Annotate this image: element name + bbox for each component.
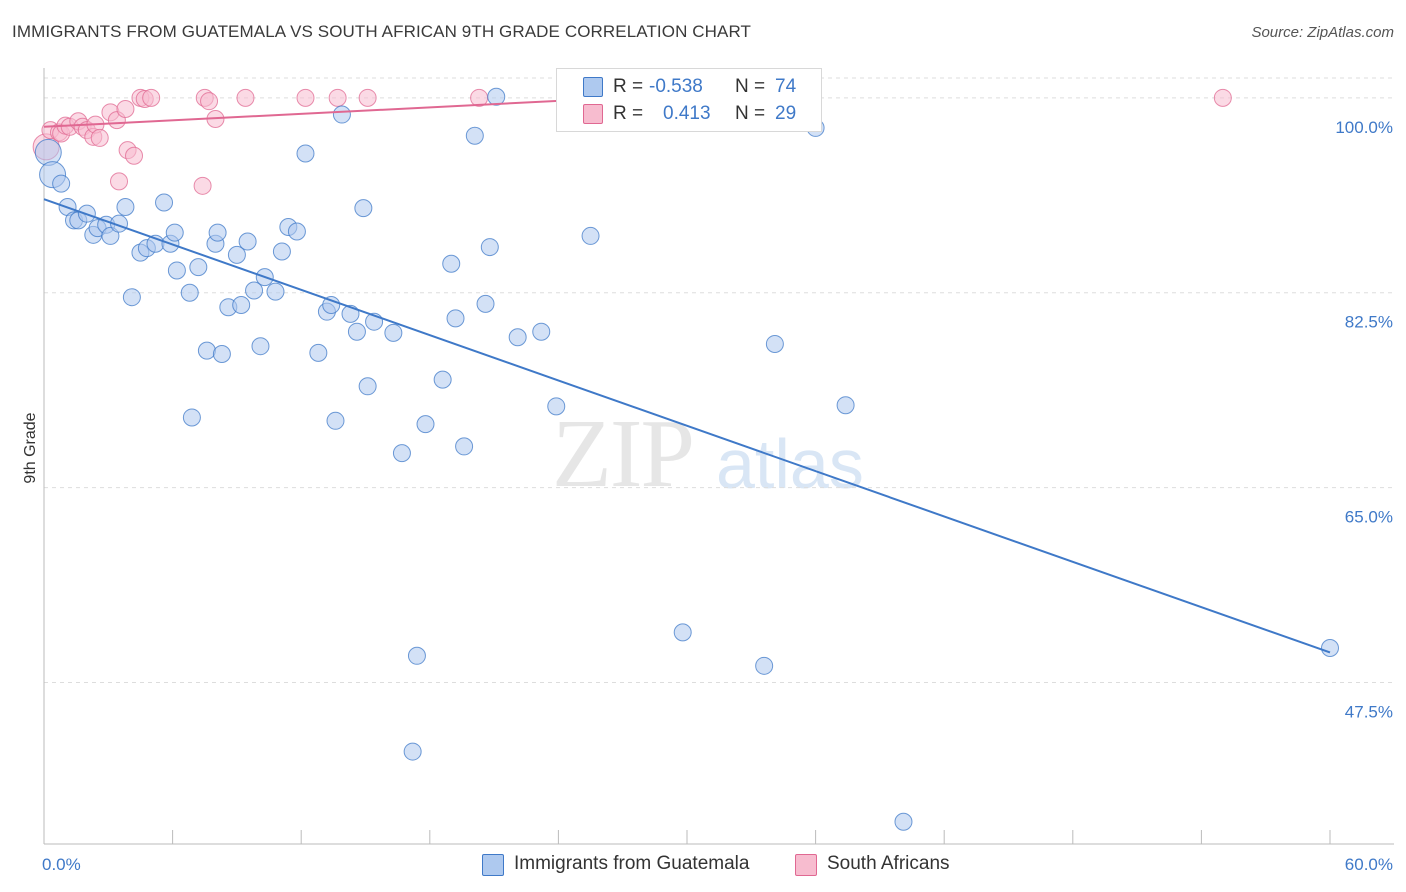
point-guatemala: [326, 411, 345, 430]
point-guatemala: [189, 258, 208, 277]
point-guatemala: [433, 370, 452, 389]
point-south-africans: [193, 176, 212, 195]
watermark-zip: ZIP: [552, 400, 695, 508]
point-guatemala: [836, 396, 855, 415]
point-guatemala: [245, 281, 264, 300]
point-guatemala: [296, 144, 315, 163]
point-guatemala: [455, 437, 474, 456]
legend-n-label: N =: [735, 103, 766, 124]
point-south-africans: [296, 88, 315, 107]
point-guatemala: [101, 226, 120, 245]
point-guatemala: [165, 223, 184, 242]
point-guatemala: [266, 282, 285, 301]
y-tick-label: 82.5%: [1345, 313, 1393, 332]
point-guatemala: [34, 138, 62, 166]
point-guatemala: [407, 646, 426, 665]
point-guatemala: [508, 328, 527, 347]
point-guatemala: [416, 415, 435, 434]
point-guatemala: [251, 337, 270, 356]
y-tick-label: 47.5%: [1345, 703, 1393, 722]
trend-lines: [43, 90, 1331, 654]
source-label: Source: ZipAtlas.com: [1251, 24, 1394, 41]
point-south-africans: [110, 172, 129, 191]
point-south-africans: [328, 88, 347, 107]
point-guatemala: [581, 226, 600, 245]
trend-line-guatemala: [43, 198, 1331, 654]
point-guatemala: [197, 341, 216, 360]
point-guatemala: [384, 323, 403, 342]
point-guatemala: [208, 223, 227, 242]
point-guatemala: [354, 199, 373, 218]
axes: [43, 68, 1394, 845]
legend-r-label: R =: [613, 103, 644, 124]
point-guatemala: [180, 283, 199, 302]
legend-n-value: 29: [775, 103, 797, 124]
point-south-africans: [358, 88, 377, 107]
point-guatemala: [673, 623, 692, 642]
point-guatemala: [755, 656, 774, 675]
bottom-legend-label: South Africans: [827, 853, 950, 874]
x-tick-label: 0.0%: [42, 855, 81, 874]
grid-lines: [44, 77, 1394, 684]
point-guatemala: [465, 126, 484, 145]
y-axis-label: 9th Grade: [22, 412, 39, 483]
point-guatemala: [116, 197, 135, 216]
point-guatemala: [358, 377, 377, 396]
point-guatemala: [122, 288, 141, 307]
point-guatemala: [392, 444, 411, 463]
point-guatemala: [547, 397, 566, 416]
point-guatemala: [532, 322, 551, 341]
legend-r-value: 0.413: [663, 103, 711, 124]
point-south-africans: [116, 99, 135, 118]
point-guatemala: [287, 222, 306, 241]
x-tick-label: 60.0%: [1345, 855, 1393, 874]
point-guatemala: [167, 261, 186, 280]
point-guatemala: [476, 294, 495, 313]
point-south-africans: [125, 146, 144, 165]
point-guatemala: [403, 742, 422, 761]
point-guatemala: [1321, 638, 1339, 657]
point-south-africans: [200, 92, 219, 111]
point-south-africans: [90, 128, 109, 147]
legend-swatch-blue: [583, 77, 603, 97]
point-guatemala: [52, 174, 71, 193]
point-guatemala: [212, 344, 231, 363]
data-points: [32, 87, 1339, 831]
bottom-legend-label: Immigrants from Guatemala: [514, 853, 750, 874]
point-guatemala: [238, 232, 257, 251]
point-guatemala: [446, 309, 465, 328]
point-guatemala: [332, 105, 351, 124]
watermark-atlas: atlas: [716, 425, 864, 503]
point-guatemala: [182, 408, 201, 427]
y-tick-label: 100.0%: [1335, 118, 1393, 137]
point-guatemala: [322, 295, 341, 314]
point-guatemala: [347, 322, 366, 341]
legend-n-value: 74: [775, 76, 797, 97]
point-guatemala: [480, 238, 499, 257]
point-guatemala: [442, 254, 461, 273]
bottom-swatch-pink: [795, 854, 817, 876]
point-guatemala: [765, 334, 784, 353]
legend-swatch-pink: [583, 104, 603, 124]
point-guatemala: [155, 193, 174, 212]
legend-r-value: -0.538: [649, 76, 703, 97]
point-south-africans: [142, 88, 161, 107]
tick-labels: 47.5% 65.0% 82.5% 100.0% 0.0% 60.0%: [42, 118, 1393, 874]
point-guatemala: [272, 242, 291, 261]
chart-title: IMMIGRANTS FROM GUATEMALA VS SOUTH AFRIC…: [12, 22, 752, 41]
point-guatemala: [894, 812, 913, 831]
y-tick-label: 65.0%: [1345, 508, 1393, 527]
legend-n-label: N =: [735, 76, 766, 97]
point-guatemala: [232, 295, 251, 314]
legend-r-label: R =: [613, 76, 644, 97]
point-guatemala: [309, 343, 328, 362]
point-south-africans: [236, 88, 255, 107]
point-guatemala: [487, 87, 506, 106]
point-south-africans: [1213, 88, 1232, 107]
bottom-swatch-blue: [482, 854, 504, 876]
stats-legend: R = -0.538 N = 74 R = 0.413 N = 29: [556, 68, 822, 132]
point-guatemala: [227, 245, 246, 264]
